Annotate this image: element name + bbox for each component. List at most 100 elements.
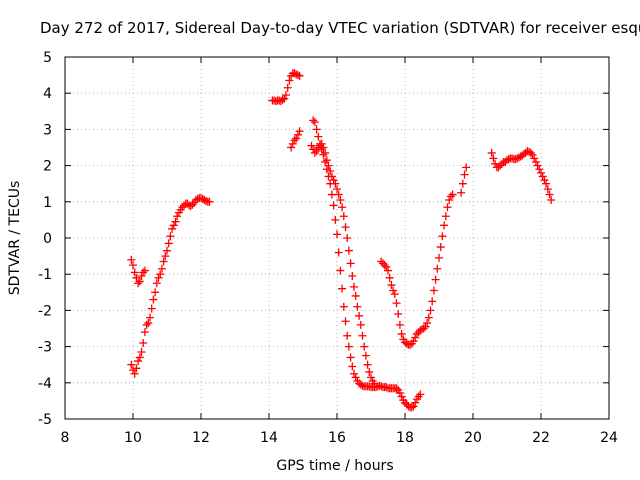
data-point xyxy=(353,302,362,311)
series-arc-4 xyxy=(307,139,379,388)
data-point xyxy=(275,96,284,105)
data-point xyxy=(433,264,442,273)
data-point xyxy=(361,351,370,360)
chart-title: Day 272 of 2017, Sidereal Day-to-day VTE… xyxy=(40,19,640,37)
x-tick-label: 14 xyxy=(260,430,278,446)
data-point xyxy=(321,157,330,166)
data-point xyxy=(287,143,296,152)
data-point xyxy=(314,132,323,141)
data-point xyxy=(426,306,435,315)
data-point xyxy=(171,217,180,226)
data-point xyxy=(202,197,211,206)
data-point xyxy=(358,331,367,340)
data-point xyxy=(341,317,350,326)
x-tick-label: 12 xyxy=(192,430,210,446)
data-point xyxy=(333,185,341,194)
data-point xyxy=(440,221,449,230)
y-tick-label: 4 xyxy=(43,86,52,102)
data-point xyxy=(395,320,404,329)
y-tick-label: 1 xyxy=(43,195,52,211)
data-point xyxy=(137,348,146,357)
data-point xyxy=(416,390,425,399)
data-point xyxy=(343,234,352,242)
data-point xyxy=(438,232,447,241)
data-point xyxy=(423,319,432,328)
data-point xyxy=(135,277,144,286)
data-point xyxy=(169,221,178,230)
data-point xyxy=(312,125,321,134)
data-point xyxy=(397,329,406,338)
data-point xyxy=(435,253,443,262)
data-point xyxy=(436,243,445,252)
data-point xyxy=(348,272,357,281)
series-arc-2 xyxy=(268,69,304,106)
data-point xyxy=(385,273,394,282)
data-point xyxy=(419,324,428,333)
data-point xyxy=(543,185,552,194)
data-point xyxy=(351,373,360,382)
data-point xyxy=(319,150,328,159)
data-point xyxy=(316,141,324,150)
data-point xyxy=(487,148,496,157)
data-point xyxy=(412,329,421,338)
y-tick-label: -4 xyxy=(38,376,52,392)
data-point xyxy=(130,369,139,378)
data-point xyxy=(292,134,301,143)
data-point xyxy=(370,379,379,388)
y-tick-label: 3 xyxy=(43,122,52,138)
data-point xyxy=(338,284,347,293)
data-point xyxy=(163,246,171,255)
data-points xyxy=(127,69,556,412)
data-point xyxy=(360,342,369,351)
data-point xyxy=(429,286,438,295)
data-point xyxy=(151,288,160,297)
data-point xyxy=(523,147,532,156)
data-point xyxy=(377,382,386,391)
data-point xyxy=(144,319,153,328)
data-point xyxy=(378,259,387,268)
data-point xyxy=(343,331,352,340)
data-point xyxy=(139,338,148,347)
data-point xyxy=(156,270,165,279)
data-point xyxy=(377,257,386,266)
data-point xyxy=(290,69,299,78)
data-point xyxy=(363,360,372,369)
data-point xyxy=(547,195,556,204)
data-point xyxy=(197,194,205,203)
data-point xyxy=(397,392,406,401)
data-point xyxy=(458,179,467,188)
data-point xyxy=(285,76,294,85)
data-point xyxy=(147,304,156,313)
data-point xyxy=(428,297,437,306)
x-tick-label: 18 xyxy=(396,430,414,446)
data-point xyxy=(365,382,374,391)
data-point xyxy=(346,353,355,362)
data-point xyxy=(137,272,146,281)
data-point xyxy=(329,176,338,185)
x-tick-label: 20 xyxy=(464,430,482,446)
data-point xyxy=(411,398,420,407)
data-point xyxy=(457,188,466,197)
data-point xyxy=(309,116,318,125)
data-point xyxy=(331,179,340,188)
data-point xyxy=(309,145,318,154)
data-point xyxy=(134,279,143,288)
data-point xyxy=(380,261,389,270)
data-point xyxy=(531,157,540,166)
data-point xyxy=(142,320,151,329)
data-point xyxy=(324,161,333,170)
x-tick-label: 16 xyxy=(328,430,346,446)
data-point xyxy=(460,170,469,179)
x-axis-label: GPS time / hours xyxy=(276,458,393,474)
data-point xyxy=(278,95,287,104)
y-tick-label: 2 xyxy=(43,159,52,175)
data-point xyxy=(348,362,357,371)
data-point xyxy=(322,165,331,174)
data-point xyxy=(407,403,416,412)
data-point xyxy=(351,291,360,300)
data-point xyxy=(140,266,149,275)
data-point xyxy=(322,156,331,165)
data-point xyxy=(127,360,136,369)
data-point xyxy=(134,357,143,366)
